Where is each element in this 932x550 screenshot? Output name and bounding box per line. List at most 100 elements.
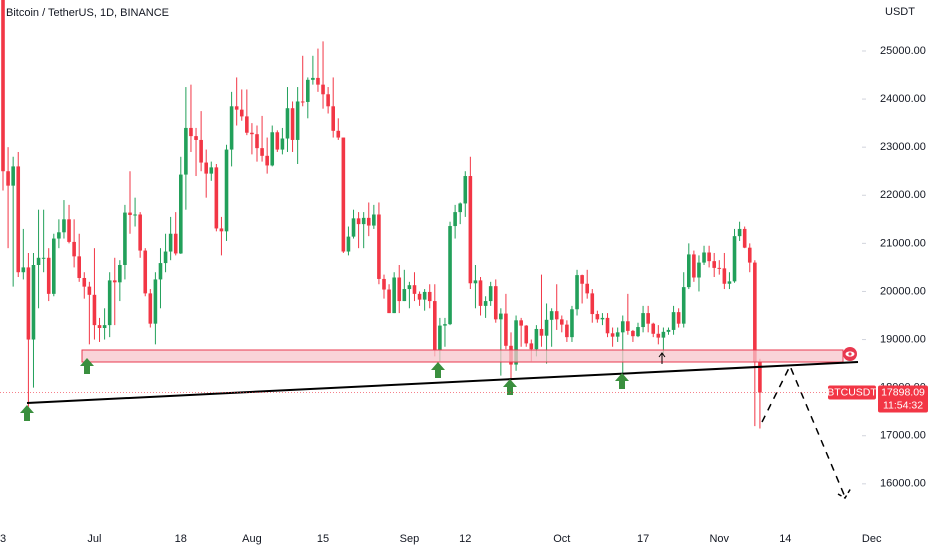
price-tag-bg bbox=[878, 385, 928, 413]
candle-body bbox=[615, 332, 620, 337]
green-arrow bbox=[615, 373, 629, 389]
candle-body bbox=[605, 317, 610, 334]
y-tick-label: 21000.00 bbox=[880, 237, 926, 249]
candle-body bbox=[16, 166, 21, 273]
x-tick-label: Aug bbox=[242, 533, 262, 545]
candle-body bbox=[742, 228, 747, 248]
candle-body bbox=[255, 134, 259, 149]
trend-line bbox=[26, 361, 859, 404]
eye-icon[interactable] bbox=[843, 347, 857, 361]
candle-body bbox=[681, 287, 686, 324]
candle-body bbox=[82, 277, 87, 287]
y-tick-label: 23000.00 bbox=[880, 141, 926, 153]
candle-body bbox=[306, 79, 310, 102]
x-tick-label: Oct bbox=[553, 533, 570, 545]
candle-body bbox=[67, 219, 71, 242]
candle-body bbox=[529, 343, 534, 350]
candle-body bbox=[387, 289, 391, 314]
candle-body bbox=[651, 323, 656, 334]
candle-body bbox=[346, 236, 351, 252]
candle-body bbox=[443, 324, 447, 326]
candle-body bbox=[341, 137, 346, 252]
candle-body bbox=[326, 94, 330, 107]
candle-body bbox=[250, 132, 254, 135]
x-tick-label: Sep bbox=[400, 533, 420, 545]
candle-body bbox=[753, 262, 757, 362]
candle-body bbox=[204, 162, 208, 174]
candle-body bbox=[62, 219, 66, 233]
candle-body bbox=[427, 291, 432, 302]
y-tick-label: 24000.00 bbox=[880, 93, 926, 105]
support-zone bbox=[81, 349, 844, 363]
candle-body bbox=[377, 214, 381, 279]
candle-body bbox=[600, 317, 605, 320]
candle-body bbox=[72, 241, 76, 257]
candle-body bbox=[260, 148, 264, 156]
symbol-tag: BTCUSDT bbox=[827, 386, 877, 398]
candle-body bbox=[631, 330, 635, 337]
candle-body bbox=[97, 325, 102, 329]
candle-body bbox=[224, 149, 229, 232]
candle-body bbox=[458, 203, 462, 213]
candle-body bbox=[620, 321, 625, 333]
candle-body bbox=[626, 321, 630, 331]
x-tick-label: 17 bbox=[637, 533, 649, 545]
candle-body bbox=[697, 262, 701, 278]
candle-body bbox=[514, 320, 518, 365]
candle-body bbox=[676, 312, 681, 324]
candle-body bbox=[194, 136, 198, 140]
projection-arrowhead bbox=[837, 487, 852, 500]
candle-body bbox=[636, 327, 640, 337]
candle-body bbox=[311, 77, 315, 80]
candle-body bbox=[87, 286, 92, 295]
candle-body bbox=[148, 293, 153, 324]
candle-body bbox=[417, 293, 422, 300]
candle-body bbox=[285, 108, 290, 139]
candle-body bbox=[610, 333, 615, 337]
candle-body bbox=[229, 106, 234, 150]
candle-body bbox=[163, 251, 168, 264]
candle-body bbox=[585, 283, 589, 294]
candle-body bbox=[534, 328, 539, 350]
x-tick-label: Nov bbox=[709, 533, 729, 545]
candle-body bbox=[727, 281, 732, 284]
candle-body bbox=[239, 109, 244, 117]
candle-body bbox=[407, 285, 412, 290]
candle-body bbox=[453, 212, 457, 227]
candle-body bbox=[199, 139, 203, 163]
candle-body bbox=[524, 325, 529, 344]
candle-body bbox=[209, 167, 214, 174]
symbol-tag-bg bbox=[828, 385, 876, 400]
y-tick-label: 17000.00 bbox=[880, 430, 926, 442]
candle-body bbox=[488, 286, 493, 302]
candle-body bbox=[758, 361, 762, 393]
candle-body bbox=[219, 228, 224, 232]
candle-body bbox=[554, 311, 559, 320]
candle-body bbox=[570, 309, 574, 338]
candle-body bbox=[372, 214, 376, 226]
candle-body bbox=[656, 333, 661, 338]
candle-body bbox=[590, 293, 595, 315]
green-arrow bbox=[431, 362, 445, 378]
candle-body bbox=[560, 319, 564, 325]
candle-body bbox=[687, 254, 691, 288]
candle-body bbox=[361, 217, 366, 225]
candle-body bbox=[107, 280, 112, 326]
candle-body bbox=[158, 263, 163, 280]
candle-body bbox=[732, 236, 737, 282]
plot-area bbox=[1, 0, 762, 429]
candle-body bbox=[336, 130, 341, 138]
y-tick-label: 22000.00 bbox=[880, 189, 926, 201]
candle-body bbox=[575, 275, 579, 310]
candle-body bbox=[184, 127, 188, 175]
candle-body bbox=[36, 257, 41, 265]
candle-body bbox=[118, 265, 122, 283]
candle-body bbox=[397, 277, 402, 302]
candle-body bbox=[722, 268, 727, 284]
price-tag: 17898.09 bbox=[881, 386, 925, 398]
candle-body bbox=[402, 289, 407, 302]
candle-body bbox=[26, 267, 31, 340]
candle-body bbox=[189, 127, 193, 137]
candle-body bbox=[123, 212, 127, 265]
